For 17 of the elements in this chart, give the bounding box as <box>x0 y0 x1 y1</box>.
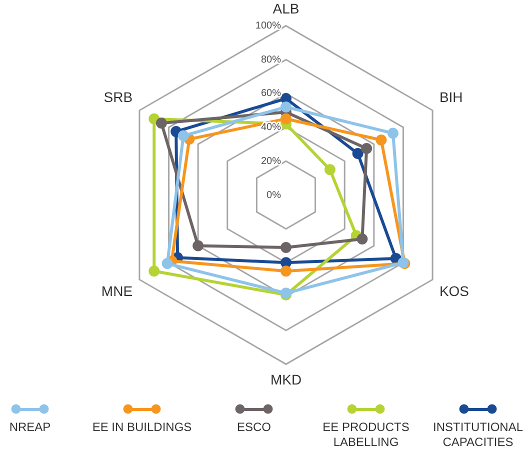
spoke-label: SRB <box>104 88 133 105</box>
legend-label: INSTITUTIONAL CAPACITIES <box>432 420 524 450</box>
spoke-label: MKD <box>270 371 302 388</box>
y-tick-label: 80% <box>260 54 282 66</box>
legend-label: EE IN BUILDINGS <box>92 420 192 435</box>
y-tick-label: 20% <box>260 156 282 167</box>
legend-label: ESCO <box>236 420 271 435</box>
y-tick-label: 40% <box>260 122 282 134</box>
spoke-label: BIH <box>439 88 463 105</box>
legend-label: EE PRODUCTS LABELLING <box>322 420 410 450</box>
spoke-label: ALB <box>272 0 300 16</box>
spoke-label: KOS <box>439 282 470 299</box>
y-tick-label: 100% <box>255 20 282 32</box>
spoke-label: MNE <box>101 282 133 299</box>
y-tick-label: 0% <box>266 190 282 201</box>
legend-label: NREAP <box>9 420 51 435</box>
y-tick-label: 60% <box>260 88 282 100</box>
